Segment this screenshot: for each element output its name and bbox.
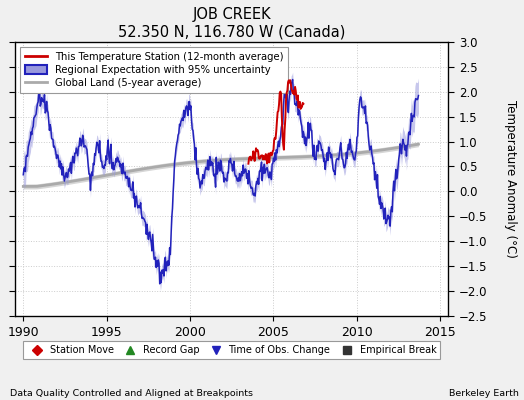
Title: JOB CREEK
52.350 N, 116.780 W (Canada): JOB CREEK 52.350 N, 116.780 W (Canada) bbox=[118, 7, 345, 39]
Text: Berkeley Earth: Berkeley Earth bbox=[449, 389, 519, 398]
Text: Data Quality Controlled and Aligned at Breakpoints: Data Quality Controlled and Aligned at B… bbox=[10, 389, 254, 398]
Y-axis label: Temperature Anomaly (°C): Temperature Anomaly (°C) bbox=[504, 100, 517, 258]
Legend: Station Move, Record Gap, Time of Obs. Change, Empirical Break: Station Move, Record Gap, Time of Obs. C… bbox=[23, 341, 440, 359]
